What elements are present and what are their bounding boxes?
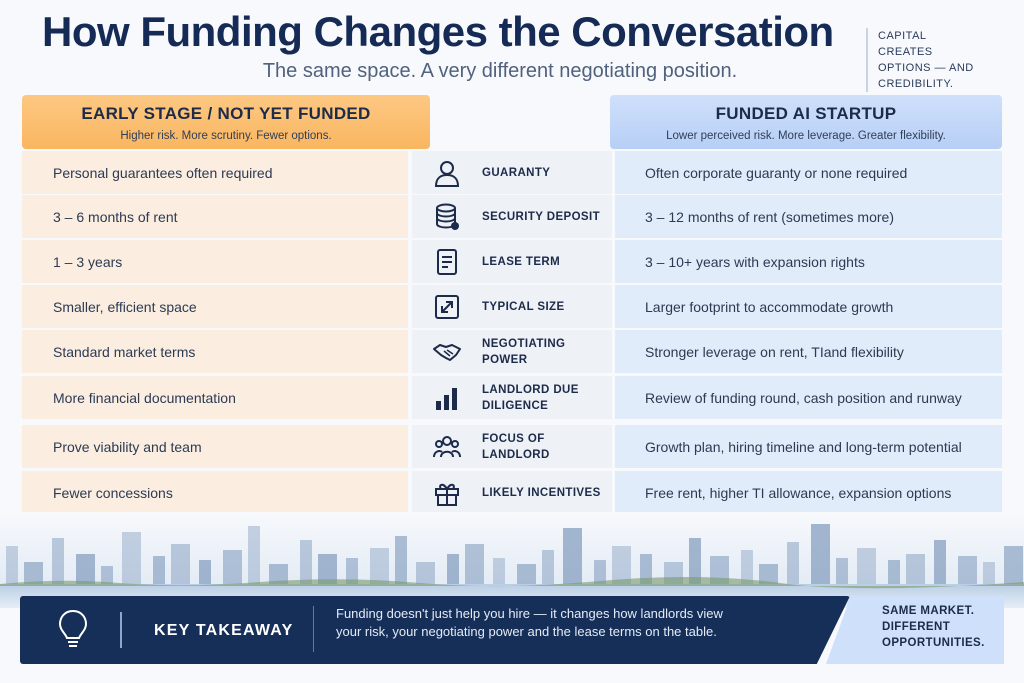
- team-icon: [432, 432, 462, 462]
- early-stage-cell: Personal guarantees often required: [22, 151, 408, 194]
- expand-arrows-icon: [432, 292, 462, 322]
- funded-cell: 3 – 12 months of rent (sometimes more): [615, 195, 1002, 238]
- corner-panel: [826, 596, 1004, 664]
- category-cell: GUARANTY: [412, 151, 612, 194]
- early-stage-subtitle: Higher risk. More scrutiny. Fewer option…: [120, 130, 332, 142]
- category-cell: NEGOTIATING POWER: [412, 330, 612, 373]
- funded-cell: Growth plan, hiring timeline and long-te…: [615, 425, 1002, 468]
- table-row: Smaller, efficient space TYPICAL SIZE Larg…: [22, 285, 1002, 328]
- table-row: Prove viability and team FOCUS OF LANDLOR…: [22, 425, 1002, 468]
- table-row: 3 – 6 months of rent SECURITY DEPOSIT 3 – …: [22, 195, 1002, 238]
- banner-divider-2: [313, 606, 314, 652]
- funded-cell: Stronger leverage on rent, TIand flexibi…: [615, 330, 1002, 373]
- early-stage-title: EARLY STAGE / NOT YET FUNDED: [81, 104, 371, 123]
- table-row: More financial documentation LANDLORD DUE…: [22, 376, 1002, 419]
- table-row: Personal guarantees often required GUARAN…: [22, 151, 1002, 194]
- category-label: LANDLORD DUE DILIGENCE: [482, 383, 579, 412]
- category-label: TYPICAL SIZE: [482, 300, 565, 313]
- early-stage-cell: Smaller, efficient space: [22, 285, 408, 328]
- side-note: CAPITAL CREATES OPTIONS — AND CREDIBILIT…: [866, 28, 984, 92]
- category-label: FOCUS OF LANDLORD: [482, 432, 550, 461]
- category-cell: LANDLORD DUE DILIGENCE: [412, 376, 612, 419]
- page-title: How Funding Changes the Conversation: [42, 8, 834, 55]
- category-cell: LEASE TERM: [412, 240, 612, 283]
- table-row: Fewer concessions LIKELY INCENTIVES Free r…: [22, 471, 1002, 514]
- early-stage-cell: More financial documentation: [22, 376, 408, 419]
- category-label: LIKELY INCENTIVES: [482, 486, 601, 499]
- lightbulb-icon: [58, 609, 88, 647]
- early-stage-cell: 3 – 6 months of rent: [22, 195, 408, 238]
- bar-chart-icon: [432, 383, 462, 413]
- page-subtitle: The same space. A very different negotia…: [262, 60, 738, 82]
- early-stage-cell: 1 – 3 years: [22, 240, 408, 283]
- handshake-icon: [432, 337, 462, 367]
- category-label: NEGOTIATING POWER: [482, 337, 566, 366]
- early-stage-cell: Standard market terms: [22, 330, 408, 373]
- key-takeaway-banner: [20, 596, 850, 664]
- banner-divider: [120, 612, 122, 648]
- coin-stack-icon: [432, 202, 462, 232]
- key-takeaway-text: Funding doesn't just help you hire — it …: [336, 606, 723, 639]
- funded-subtitle: Lower perceived risk. More leverage. Gre…: [666, 130, 946, 142]
- funded-header: FUNDED AI STARTUP Lower perceived risk. …: [610, 95, 1002, 149]
- funded-cell: Free rent, higher TI allowance, expansio…: [615, 471, 1002, 514]
- funded-title: FUNDED AI STARTUP: [715, 104, 897, 123]
- category-cell: SECURITY DEPOSIT: [412, 195, 612, 238]
- early-stage-cell: Fewer concessions: [22, 471, 408, 514]
- category-cell: TYPICAL SIZE: [412, 285, 612, 328]
- gift-icon: [432, 478, 462, 508]
- category-cell: FOCUS OF LANDLORD: [412, 425, 612, 468]
- funded-cell: Larger footprint to accommodate growth: [615, 285, 1002, 328]
- funded-cell: Review of funding round, cash position a…: [615, 376, 1002, 419]
- key-takeaway-label: KEY TAKEAWAY: [154, 622, 294, 639]
- category-label: SECURITY DEPOSIT: [482, 210, 601, 223]
- city-skyline-image: [0, 512, 1024, 608]
- category-label: GUARANTY: [482, 166, 551, 179]
- corner-note: SAME MARKET. DIFFERENT OPPORTUNITIES.: [882, 605, 985, 649]
- person-icon: [432, 158, 462, 188]
- table-row: 1 – 3 years LEASE TERM 3 – 10+ years with …: [22, 240, 1002, 283]
- table-row: Standard market terms NEGOTIATING POWER St…: [22, 330, 1002, 373]
- category-cell: LIKELY INCENTIVES: [412, 471, 612, 514]
- early-stage-header: EARLY STAGE / NOT YET FUNDED Higher risk…: [22, 95, 430, 149]
- funded-cell: Often corporate guaranty or none require…: [615, 151, 1002, 194]
- document-icon: [432, 247, 462, 277]
- category-label: LEASE TERM: [482, 255, 561, 268]
- funded-cell: 3 – 10+ years with expansion rights: [615, 240, 1002, 283]
- early-stage-cell: Prove viability and team: [22, 425, 408, 468]
